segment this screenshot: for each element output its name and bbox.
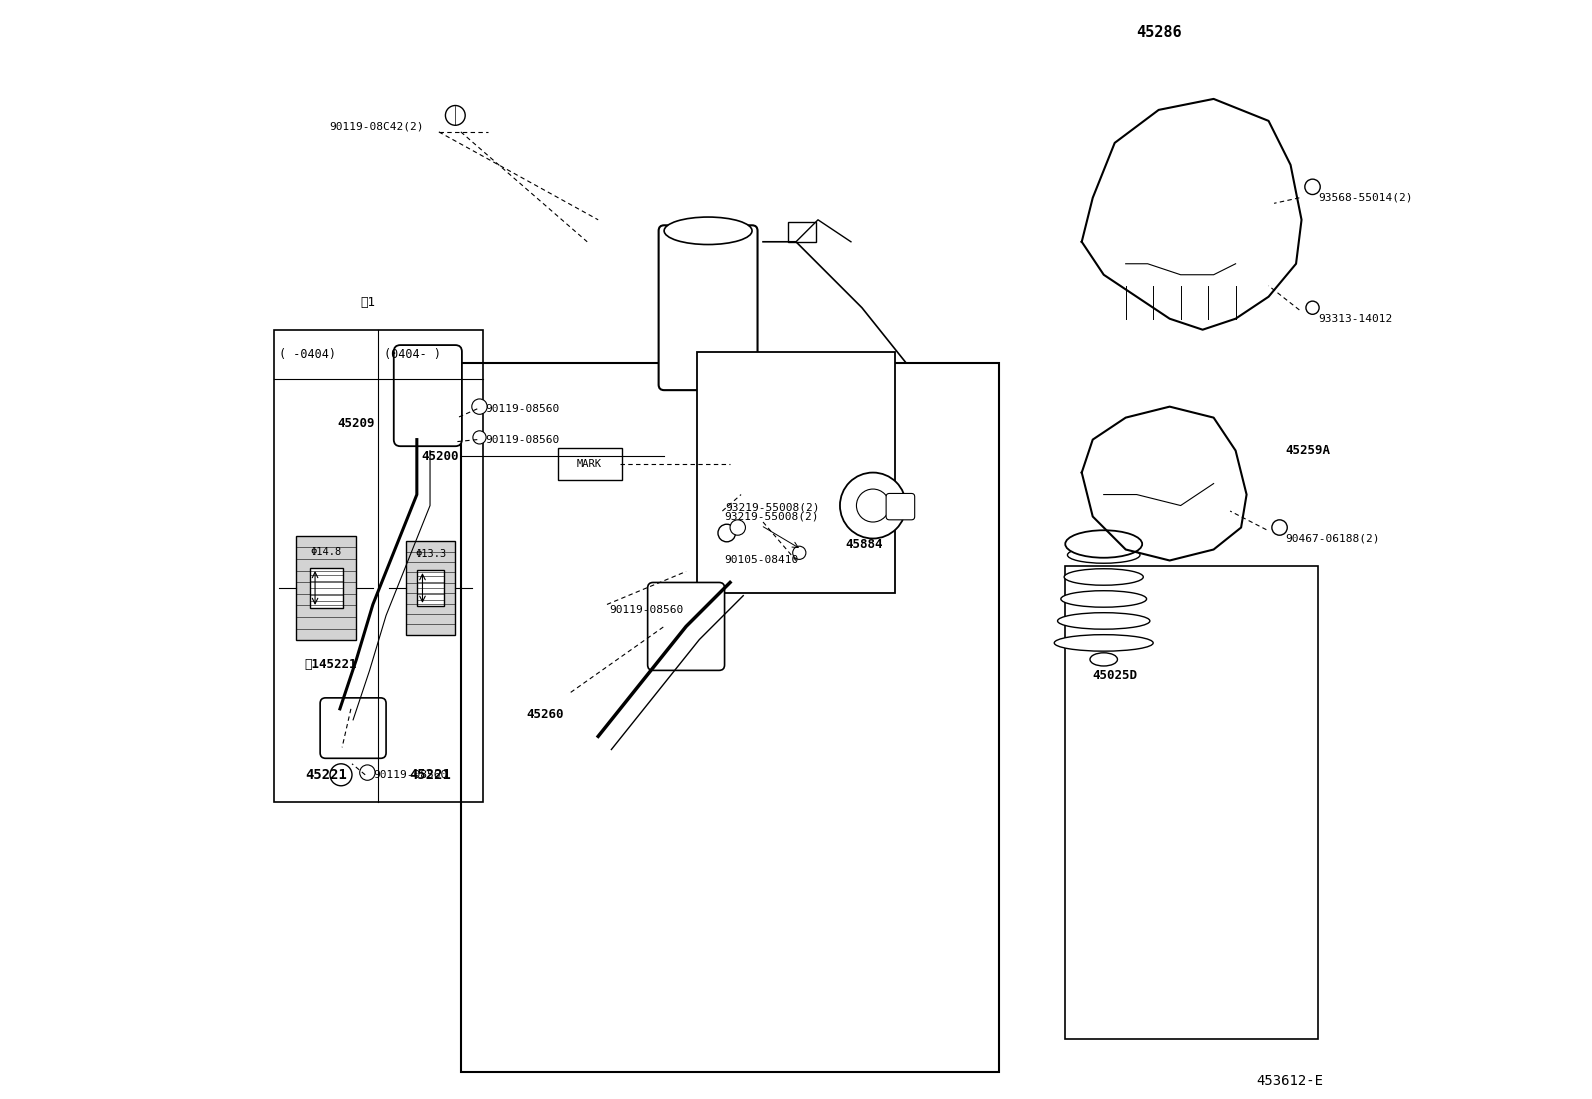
Text: 90467-06188(2): 90467-06188(2) — [1285, 533, 1380, 544]
Text: ※145221: ※145221 — [304, 658, 357, 671]
Bar — [788, 222, 815, 242]
Circle shape — [718, 524, 736, 542]
Text: 45025D: 45025D — [1092, 669, 1138, 682]
Text: 93219-55008(2): 93219-55008(2) — [726, 502, 820, 513]
FancyBboxPatch shape — [320, 698, 387, 758]
FancyBboxPatch shape — [697, 352, 895, 593]
Text: 90119-08560: 90119-08560 — [610, 604, 683, 615]
Ellipse shape — [664, 218, 751, 245]
FancyBboxPatch shape — [557, 448, 622, 480]
Text: Φ13.3: Φ13.3 — [416, 550, 446, 559]
Circle shape — [793, 546, 806, 559]
Text: Φ14.8: Φ14.8 — [310, 547, 342, 557]
Circle shape — [330, 764, 352, 786]
Text: 45286: 45286 — [1135, 25, 1181, 41]
Ellipse shape — [1065, 531, 1141, 557]
Circle shape — [446, 106, 465, 125]
Text: 45260: 45260 — [527, 708, 564, 721]
Text: 45209: 45209 — [338, 417, 376, 430]
Bar — [417, 570, 444, 606]
Text: 90119-08560: 90119-08560 — [373, 769, 447, 780]
Text: 93313-14012: 93313-14012 — [1318, 313, 1393, 324]
Text: MARK: MARK — [576, 459, 602, 469]
Circle shape — [473, 431, 486, 444]
Ellipse shape — [1091, 653, 1118, 666]
Text: 93568-55014(2): 93568-55014(2) — [1318, 192, 1412, 203]
Ellipse shape — [1068, 546, 1140, 563]
Text: (0404- ): (0404- ) — [384, 348, 441, 360]
Bar — [1065, 566, 1318, 1039]
Text: 90119-08C42(2): 90119-08C42(2) — [330, 121, 423, 132]
FancyBboxPatch shape — [659, 225, 758, 390]
Text: 93219-55008(2): 93219-55008(2) — [724, 511, 818, 522]
Circle shape — [1305, 301, 1320, 314]
Text: 45221: 45221 — [306, 768, 347, 781]
FancyBboxPatch shape — [887, 493, 915, 520]
Ellipse shape — [1060, 591, 1146, 607]
Text: 45200: 45200 — [422, 449, 458, 463]
Bar — [460, 363, 1000, 1072]
Circle shape — [1272, 520, 1288, 535]
Text: 45884: 45884 — [845, 537, 884, 551]
FancyBboxPatch shape — [648, 582, 724, 670]
Text: 90119-08560: 90119-08560 — [486, 403, 559, 414]
Text: 90105-08410: 90105-08410 — [724, 555, 799, 566]
Circle shape — [471, 399, 487, 414]
Circle shape — [360, 765, 376, 780]
Text: ( -0404): ( -0404) — [280, 348, 336, 360]
Circle shape — [1305, 179, 1320, 195]
Text: 453612-E: 453612-E — [1256, 1074, 1323, 1088]
Bar — [274, 330, 482, 802]
Text: 90119-08560: 90119-08560 — [486, 434, 559, 445]
Text: ※1: ※1 — [360, 296, 374, 309]
Bar — [296, 536, 357, 640]
Circle shape — [731, 520, 745, 535]
Text: 45259A: 45259A — [1285, 444, 1329, 457]
Circle shape — [841, 473, 906, 539]
Bar — [406, 542, 455, 635]
Ellipse shape — [1063, 569, 1143, 585]
Ellipse shape — [1057, 612, 1149, 629]
FancyBboxPatch shape — [393, 345, 462, 446]
Circle shape — [856, 489, 890, 522]
Bar — [309, 568, 342, 608]
Ellipse shape — [1054, 634, 1153, 651]
Text: 45221: 45221 — [409, 768, 452, 781]
